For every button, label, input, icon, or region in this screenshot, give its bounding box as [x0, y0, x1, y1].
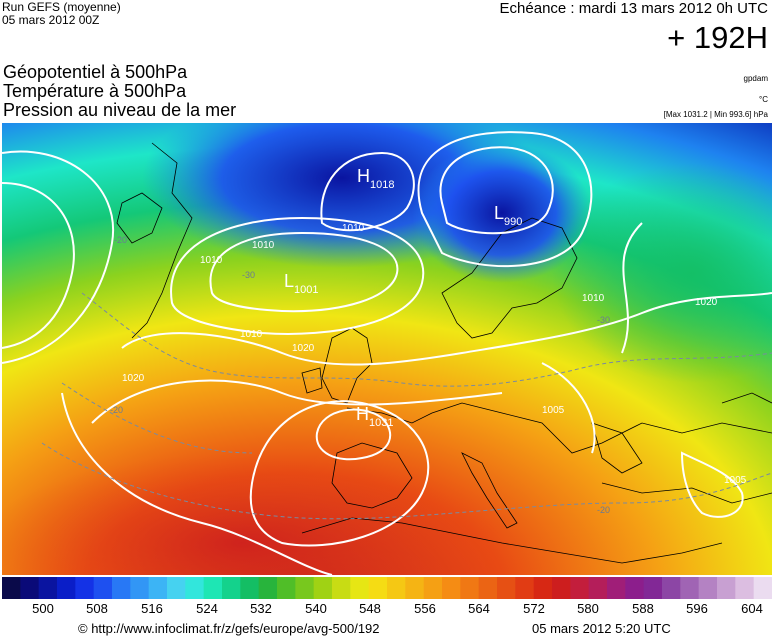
scale-tick-label: 516	[141, 601, 163, 616]
east-green-zone	[552, 163, 772, 383]
color-swatch	[350, 577, 370, 599]
scale-tick-label: 596	[686, 601, 708, 616]
scale-tick-label: 524	[196, 601, 218, 616]
forecast-valid-time: Echéance : mardi 13 mars 2012 0h UTC	[499, 0, 768, 17]
scale-tick-label: 564	[468, 601, 490, 616]
run-label: Run GEFS (moyenne)	[2, 0, 121, 14]
color-swatch	[552, 577, 571, 599]
scale-tick-label: 500	[32, 601, 54, 616]
isobar-label: 1005	[724, 475, 747, 486]
color-swatch	[93, 577, 113, 599]
isobar-label: 1010	[342, 223, 365, 234]
color-swatch	[625, 577, 645, 599]
weather-map: H1018 L990 L1001 H1031 1010 1010 1010 10…	[2, 123, 772, 575]
color-swatch	[515, 577, 535, 599]
color-swatch	[735, 577, 755, 599]
color-swatch	[662, 577, 681, 599]
color-swatch	[38, 577, 58, 599]
color-swatch	[753, 577, 772, 599]
color-swatch	[295, 577, 315, 599]
scale-tick-label: 580	[577, 601, 599, 616]
color-swatch	[717, 577, 736, 599]
color-swatch	[130, 577, 150, 599]
color-swatch	[698, 577, 718, 599]
color-swatch	[460, 577, 480, 599]
color-swatch	[75, 577, 95, 599]
scale-tick-label: 508	[86, 601, 108, 616]
color-swatch	[423, 577, 443, 599]
color-swatch	[258, 577, 278, 599]
color-swatch	[167, 577, 186, 599]
scale-tick-label: 588	[632, 601, 654, 616]
color-swatch	[405, 577, 425, 599]
color-swatch	[478, 577, 498, 599]
isobar-label: 1010	[252, 240, 275, 251]
param-geopotential: Géopotentiel à 500hPa	[3, 62, 188, 82]
scale-tick-label: 548	[359, 601, 381, 616]
cold-trough-scandinavia	[412, 143, 592, 283]
color-scale-ticks: 500 508 516 524 532 540 548 556 564 572 …	[2, 601, 772, 619]
temperature-isotherms	[41, 292, 772, 520]
unit-geopotential: gpdam	[743, 74, 768, 83]
color-swatch	[2, 577, 21, 599]
temperature-label: -20	[114, 235, 127, 245]
source-url: © http://www.infoclimat.fr/z/gefs/europe…	[78, 621, 380, 636]
scale-tick-label: 572	[523, 601, 545, 616]
isobar-labels: 1010 1010 1010 1010 1020 1020 1020 1010 …	[122, 223, 747, 486]
run-date: 05 mars 2012 00Z	[2, 13, 100, 27]
scale-tick-label: 540	[305, 601, 327, 616]
color-swatch	[57, 577, 76, 599]
generated-timestamp: 05 mars 2012 5:20 UTC	[532, 621, 671, 636]
isobar-label: 1020	[695, 297, 718, 308]
forecast-hour: + 192H	[667, 20, 768, 55]
isobar-label: 1020	[122, 373, 145, 384]
unit-pressure-range: [Max 1031.2 | Min 993.6] hPa	[663, 110, 768, 119]
temperature-labels: -20 -20 -30 -20 -30	[110, 235, 610, 515]
color-scale	[2, 577, 772, 599]
color-swatch	[680, 577, 700, 599]
color-swatch	[20, 577, 40, 599]
color-swatch	[313, 577, 333, 599]
temperature-label: -20	[597, 505, 610, 515]
isobar-label: 1010	[240, 329, 263, 340]
color-swatch	[387, 577, 406, 599]
isobar-label: 1005	[542, 405, 565, 416]
param-pressure: Pression au niveau de la mer	[3, 100, 237, 120]
color-swatch	[277, 577, 296, 599]
temperature-label: -20	[110, 405, 123, 415]
color-swatch	[643, 577, 663, 599]
color-swatch	[497, 577, 516, 599]
temperature-label: -30	[597, 315, 610, 325]
color-swatch	[588, 577, 608, 599]
unit-temperature: °C	[759, 95, 768, 104]
color-swatch	[607, 577, 626, 599]
isobars	[2, 131, 772, 575]
param-temperature: Température à 500hPa	[3, 81, 187, 101]
temperature-label: -30	[242, 270, 255, 280]
scale-tick-label: 532	[250, 601, 272, 616]
color-swatch	[240, 577, 260, 599]
scale-tick-label: 604	[741, 601, 763, 616]
color-swatch	[570, 577, 590, 599]
color-swatch	[222, 577, 241, 599]
scale-tick-label: 556	[414, 601, 436, 616]
color-swatch	[368, 577, 388, 599]
color-swatch	[203, 577, 223, 599]
color-swatch	[533, 577, 553, 599]
color-swatch	[185, 577, 205, 599]
isobar-label: 1010	[582, 293, 605, 304]
color-swatch	[148, 577, 168, 599]
isobar-label: 1010	[200, 255, 223, 266]
color-swatch	[332, 577, 351, 599]
isobar-label: 1020	[292, 343, 315, 354]
color-swatch	[112, 577, 131, 599]
color-swatch	[442, 577, 461, 599]
